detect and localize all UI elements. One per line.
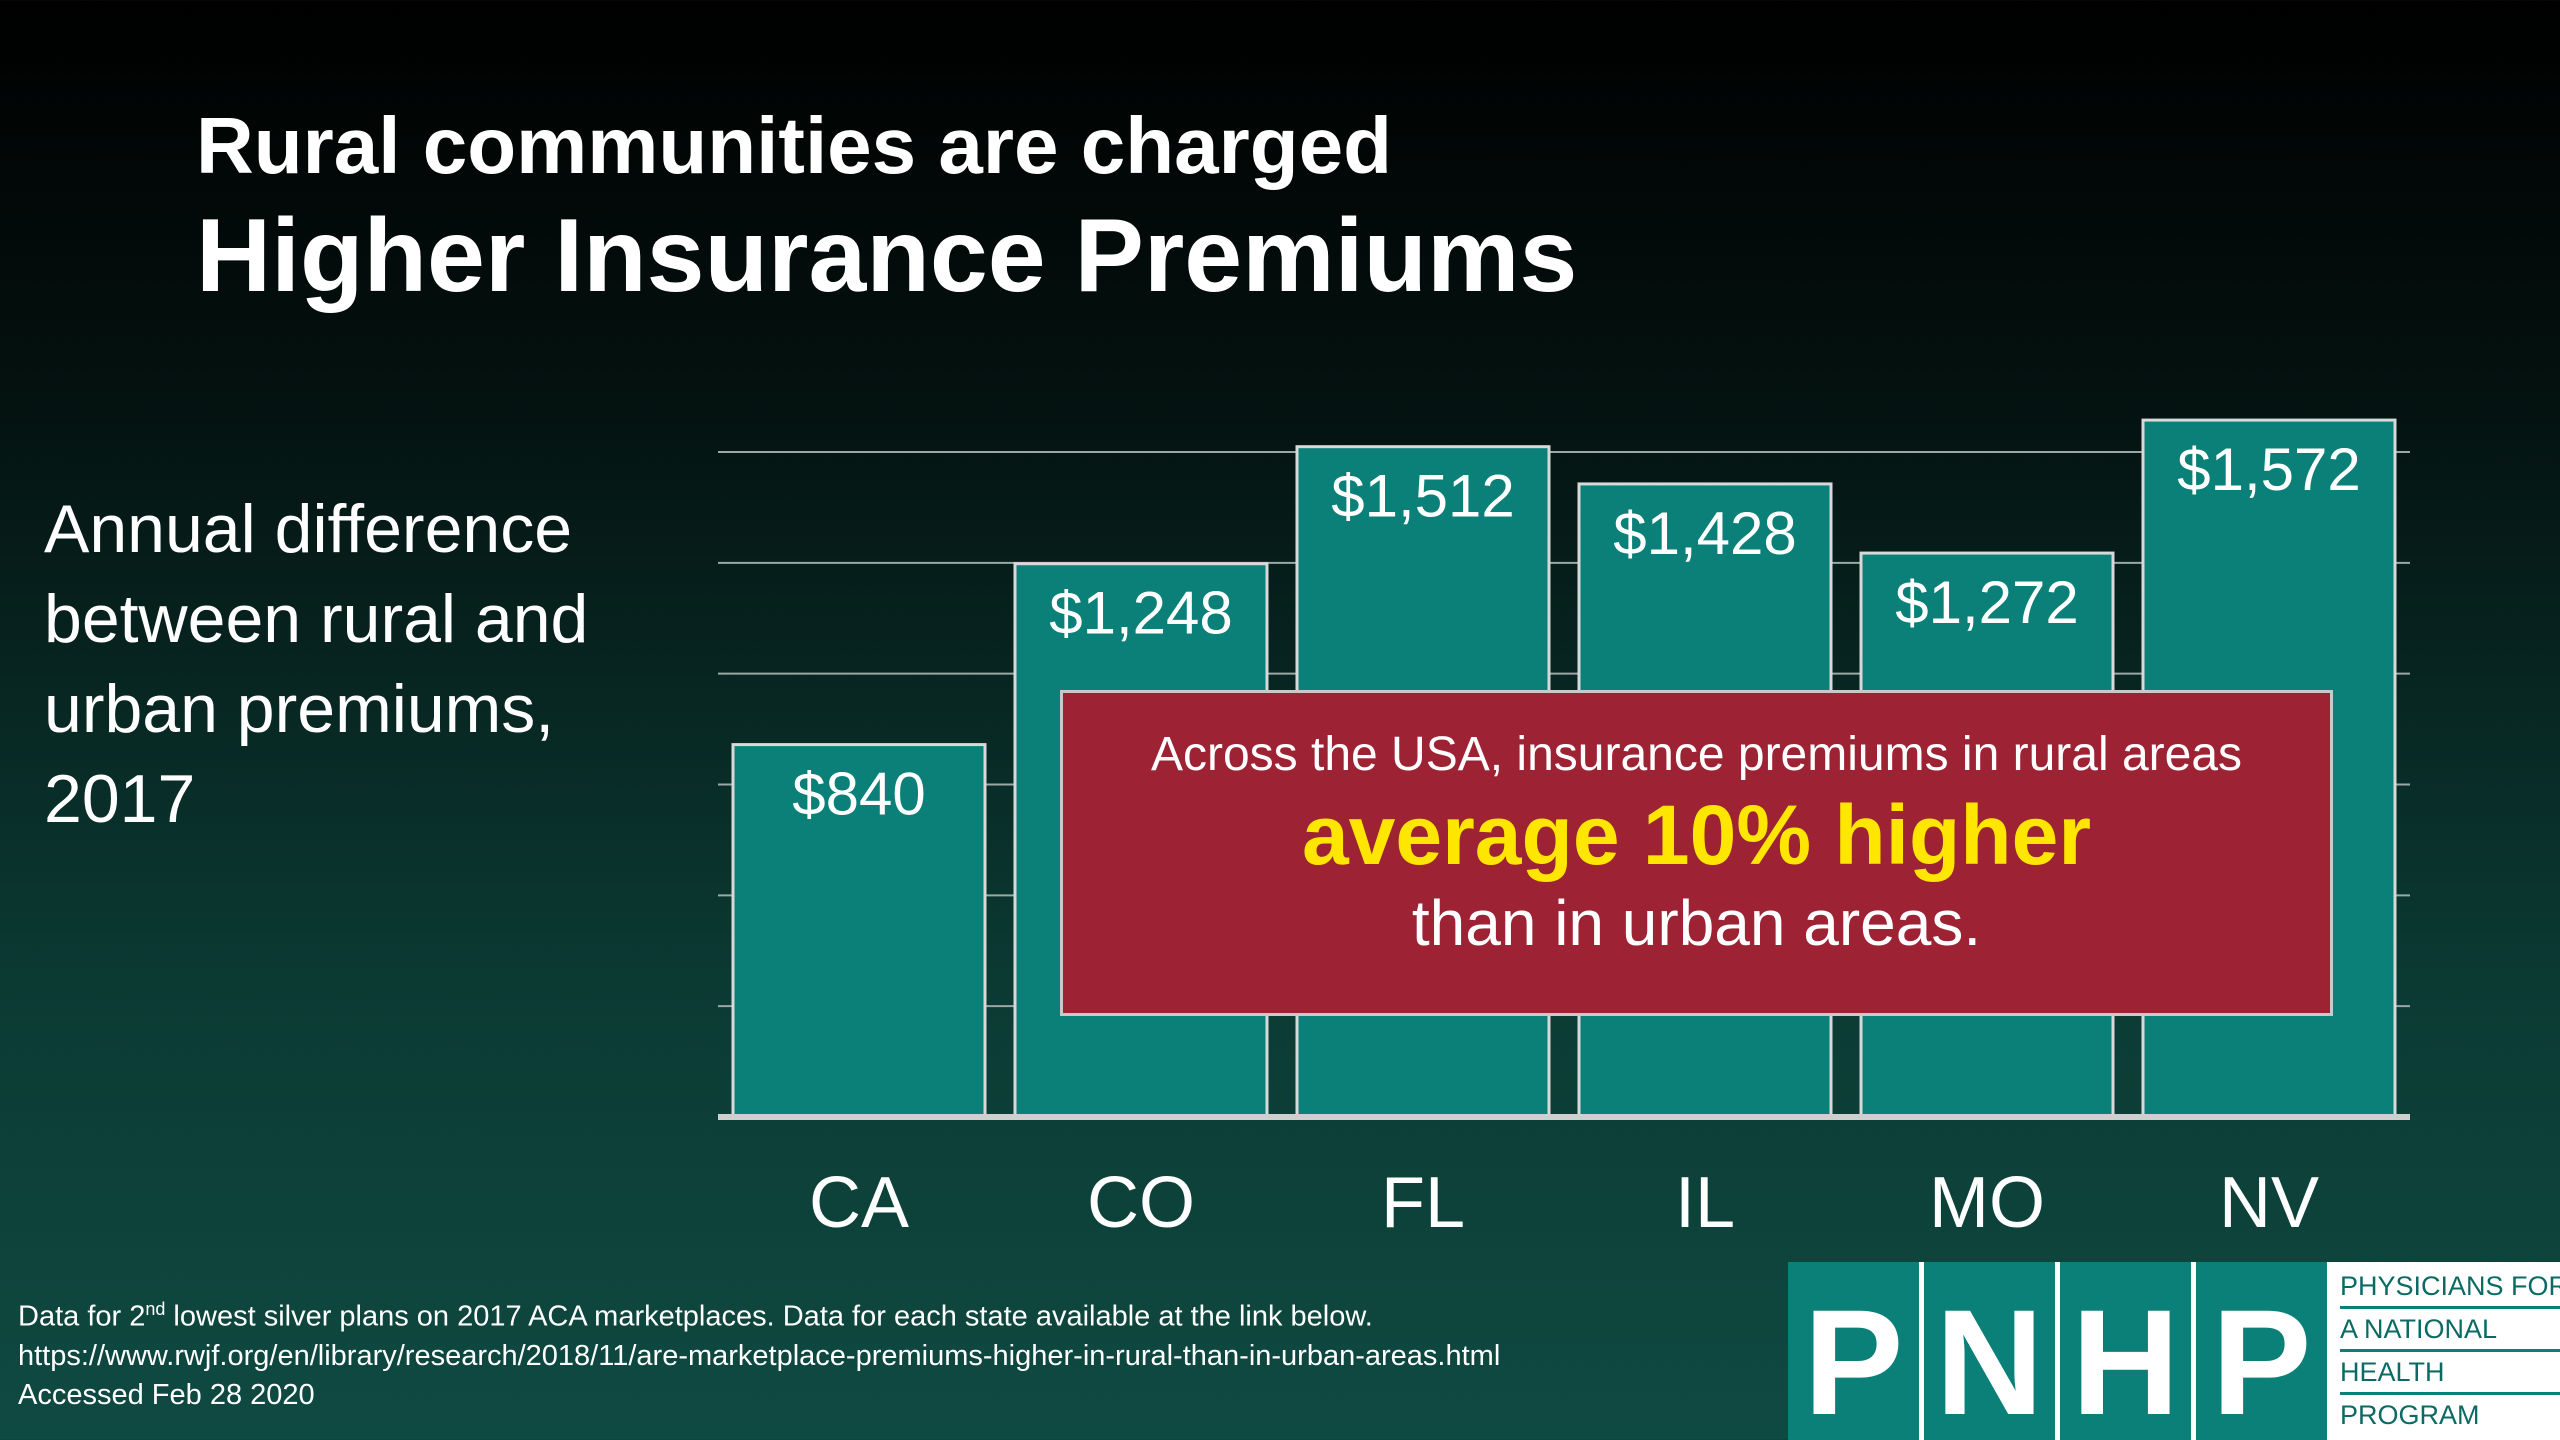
x-axis: CA CO FL IL MO NV: [718, 1114, 2410, 1243]
bar-value-label: $1,572: [2177, 436, 2361, 503]
logo-letter: P: [1788, 1262, 1924, 1440]
chart-description: Annual difference between rural and urba…: [44, 484, 704, 844]
chart-description-line: 2017: [44, 761, 196, 837]
chart-description-line: urban premiums,: [44, 671, 555, 747]
footnote-line-1: Data for 2nd lowest silver plans on 2017…: [18, 1290, 1778, 1337]
x-tick-label: CO: [1087, 1163, 1195, 1243]
chart-description-line: between rural and: [44, 581, 589, 657]
slide-title: Rural communities are charged Higher Ins…: [196, 98, 1996, 318]
logo-letters: P N H P: [1788, 1262, 2332, 1440]
access-date: Accessed Feb 28 2020: [18, 1378, 315, 1411]
bar-value-label: $1,428: [1613, 500, 1797, 567]
callout-line-1: Across the USA, insurance premiums in ru…: [1150, 728, 2243, 781]
title-line-2: Higher Insurance Premiums: [196, 198, 1578, 314]
logo-text-line: A NATIONAL: [2340, 1309, 2560, 1352]
source-link[interactable]: https://www.rwjf.org/en/library/research…: [18, 1339, 1501, 1372]
bar-value-label: $1,512: [1331, 463, 1515, 530]
source-footnote: Data for 2nd lowest silver plans on 2017…: [18, 1290, 1778, 1415]
chart-description-line: Annual difference: [44, 491, 573, 567]
logo-wordmark: PHYSICIANS FOR A NATIONAL HEALTH PROGRAM: [2332, 1262, 2560, 1440]
bar-value-label: $1,248: [1049, 580, 1233, 647]
title-line-1: Rural communities are charged: [196, 101, 1392, 190]
callout-highlight: average 10% higher: [1301, 788, 2092, 882]
bar-chart: $840 $1,248 $1,512 $1,428 $1,272 $1,572 CA CO F…: [718, 418, 2410, 1243]
logo-text-line: PHYSICIANS FOR: [2340, 1266, 2560, 1309]
bar-ca: [731, 743, 987, 1119]
footnote-superscript: nd: [145, 1299, 166, 1319]
logo-letter: N: [1924, 1262, 2060, 1440]
x-tick-label: NV: [2219, 1163, 2319, 1243]
footnote-text: lowest silver plans on 2017 ACA marketpl…: [165, 1300, 1373, 1333]
x-tick-label: FL: [1381, 1163, 1465, 1243]
x-tick-label: CA: [809, 1163, 909, 1243]
x-tick-label: MO: [1929, 1163, 2045, 1243]
logo-text-line: PROGRAM: [2340, 1400, 2480, 1430]
x-tick-label: IL: [1675, 1163, 1735, 1243]
logo-letter: H: [2060, 1262, 2196, 1440]
pnhp-logo: P N H P PHYSICIANS FOR A NATIONAL HEALTH…: [1788, 1262, 2560, 1440]
footnote-text: Data for 2: [18, 1300, 146, 1333]
summary-callout: Across the USA, insurance premiums in ru…: [1060, 690, 2333, 1016]
logo-letter: P: [2196, 1262, 2332, 1440]
callout-line-3: than in urban areas.: [1411, 887, 1982, 959]
bar-value-label: $840: [792, 761, 925, 828]
bar-value-label: $1,272: [1895, 569, 2079, 636]
logo-text-line: HEALTH: [2340, 1352, 2560, 1395]
